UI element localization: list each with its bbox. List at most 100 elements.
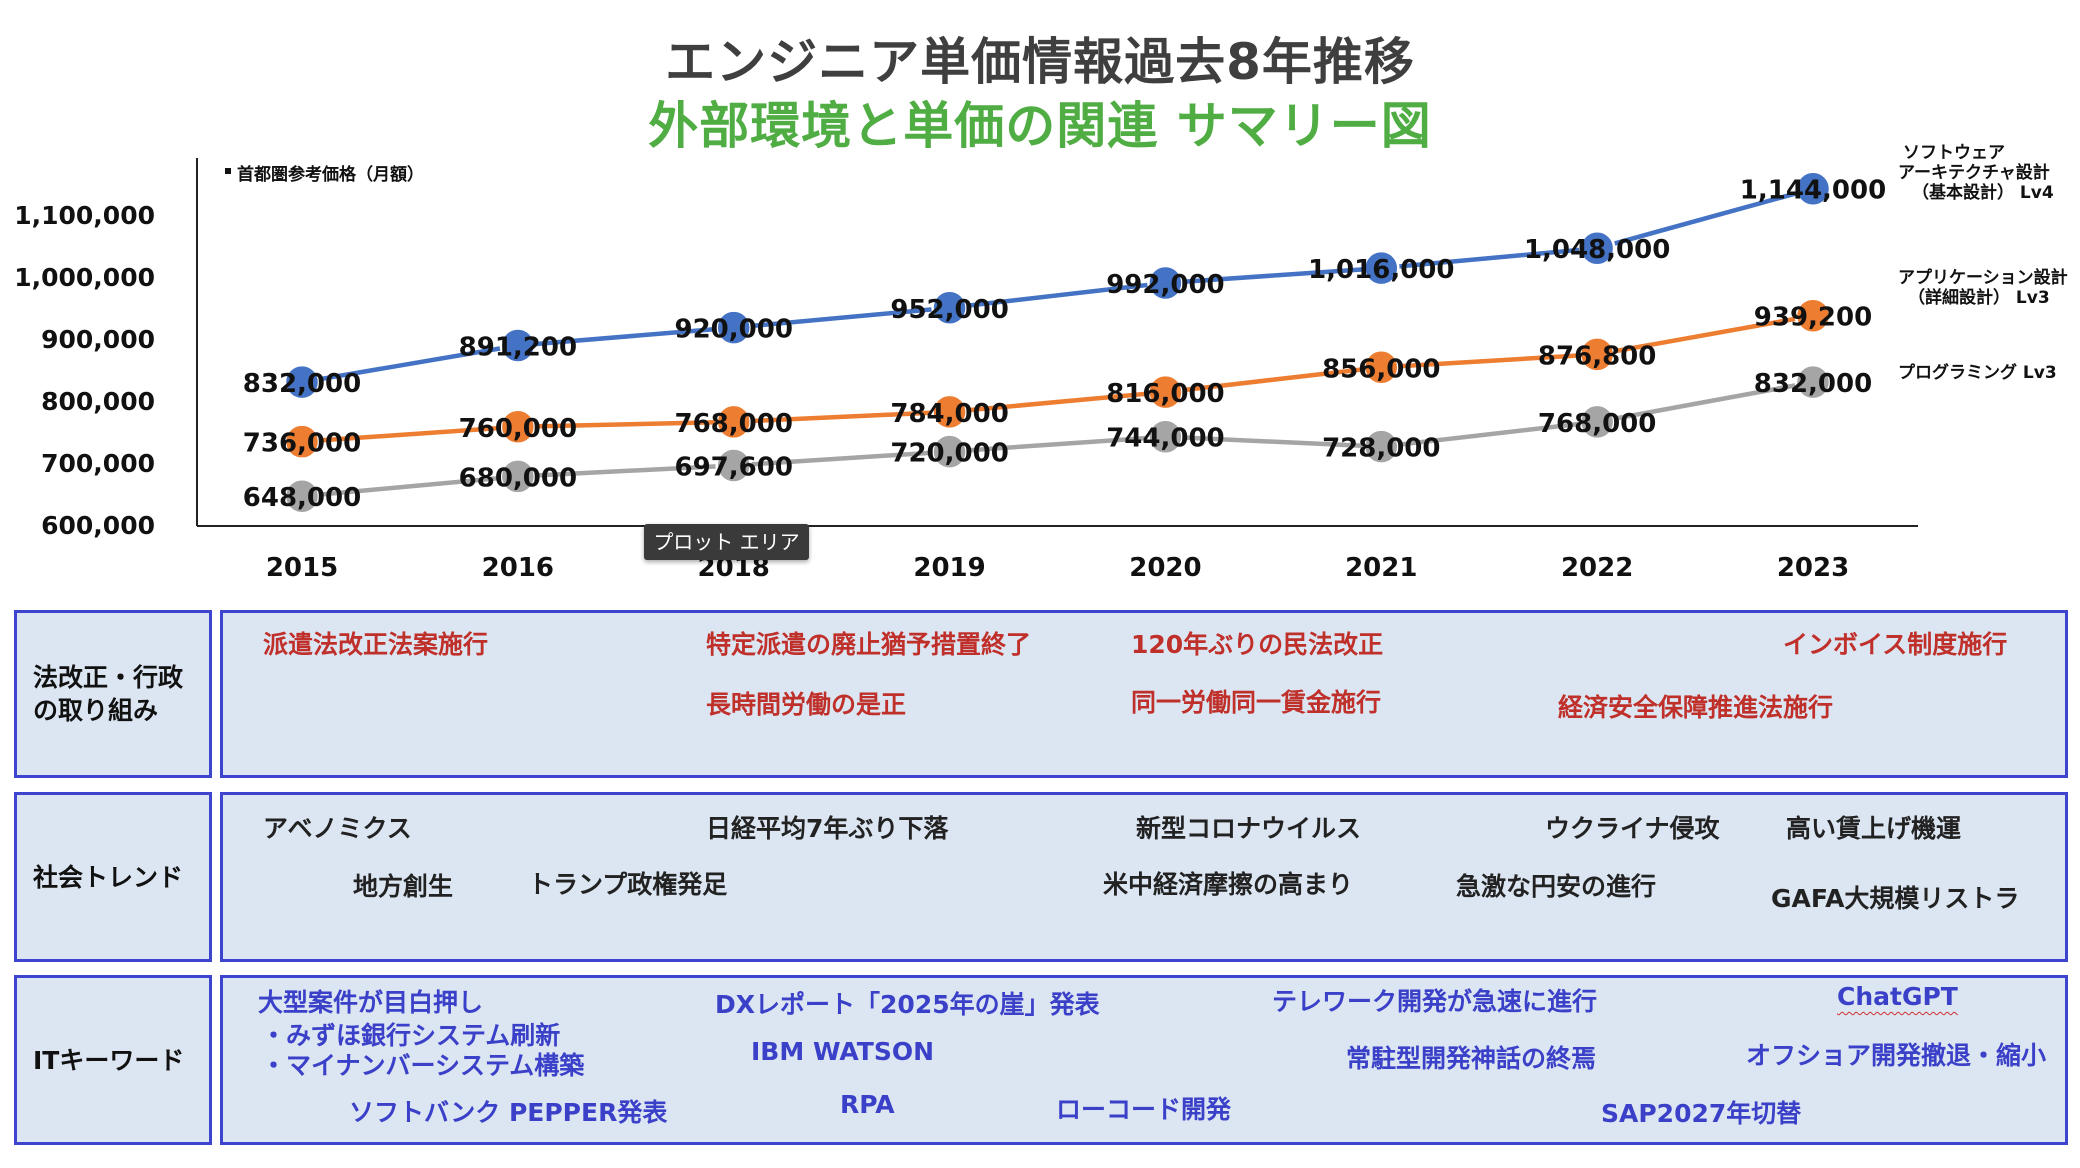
it-item: ・みずほ銀行システム刷新 (261, 1021, 561, 1050)
it-item: ソフトバンク PEPPER発表 (349, 1098, 668, 1127)
data-point (931, 393, 968, 431)
trend-item: トランプ政権発足 (528, 870, 728, 899)
series-line (301, 379, 1814, 499)
it-item: オフショア開発撤退・縮小 (1746, 1041, 2047, 1070)
data-label: 856,000 (1322, 354, 1440, 384)
data-label: 832,000 (1754, 369, 1872, 399)
x-tick-label: 2015 (266, 553, 338, 583)
it-item: RPA (840, 1090, 895, 1119)
x-tick-label: 2020 (1129, 553, 1201, 583)
row-label-it-text: ITキーワード (33, 1045, 185, 1075)
data-label: 784,000 (890, 399, 1008, 429)
law-item: 120年ぶりの民法改正 (1131, 630, 1384, 659)
data-label: 736,000 (243, 429, 361, 459)
data-point (1363, 249, 1400, 287)
trend-item: 高い賃上げ機運 (1786, 814, 1962, 843)
series-name: アーキテクチャ設計 (1898, 162, 2050, 183)
y-tick-label: 600,000 (41, 511, 155, 540)
data-point (1578, 229, 1616, 267)
law-item: 経済安全保障推進法施行 (1558, 693, 1834, 722)
x-tick-label: 2019 (913, 553, 985, 583)
trend-item: 地方創生 (353, 872, 454, 901)
it-item: ChatGPT (1837, 982, 1958, 1011)
it-item: IBM WATSON (751, 1037, 935, 1066)
data-point (1147, 264, 1184, 302)
data-point (1794, 363, 1832, 401)
it-item: ・マイナンバーシステム構築 (261, 1051, 585, 1080)
series-name: アプリケーション設計 (1898, 267, 2068, 288)
trend-item: ウクライナ侵攻 (1545, 814, 1720, 843)
data-label: 728,000 (1322, 434, 1440, 464)
trend-item: 日経平均7年ぶり下落 (706, 814, 949, 843)
data-label: 768,000 (1538, 409, 1656, 439)
series-name: ソフトウェア (1903, 143, 2005, 163)
trend-item: GAFA大規模リストラ (1771, 884, 2020, 913)
y-tick-label: 900,000 (41, 325, 155, 354)
trend-item: 急激な円安の進行 (1456, 872, 1657, 901)
series-name: プログラミング Lv3 (1898, 362, 2057, 383)
series-name: （基本設計） Lv4 (1912, 182, 2054, 203)
page-subtitle: 外部環境と単価の関連 サマリー図 (648, 97, 1432, 155)
data-label: 768,000 (675, 409, 793, 439)
row-label-trend: 社会トレンド (14, 792, 212, 962)
law-item: 長時間労働の是正 (706, 690, 907, 719)
data-label: 816,000 (1106, 379, 1224, 409)
data-label: 832,000 (243, 369, 361, 399)
y-tick-label: 1,000,000 (14, 263, 155, 292)
data-label: 876,800 (1538, 341, 1656, 371)
data-point (1147, 373, 1184, 411)
data-point (1794, 170, 1832, 207)
row-label-law: 法改正・行政 の取り組み (14, 610, 212, 778)
it-item: ローコード開発 (1056, 1095, 1232, 1124)
data-label: 760,000 (459, 414, 577, 444)
trend-item: 米中経済摩擦の高まり (1103, 870, 1354, 899)
data-label: 648,000 (243, 483, 361, 513)
trend-item: アベノミクス (263, 814, 412, 843)
data-point (1147, 418, 1184, 455)
x-tick-label: 2021 (1345, 553, 1417, 583)
data-point (499, 408, 537, 446)
data-label: 992,000 (1106, 270, 1224, 300)
row-box-trend: アベノミクス 日経平均7年ぶり下落 新型コロナウイルス ウクライナ侵攻 高い賃上… (220, 792, 2068, 962)
data-label: 920,000 (675, 315, 793, 345)
data-point (1794, 297, 1832, 334)
y-tick-label: 700,000 (41, 449, 155, 478)
data-label: 1,048,000 (1524, 235, 1670, 265)
law-item: 特定派遣の廃止猶予措置終了 (706, 630, 1032, 659)
data-point (1578, 336, 1616, 373)
data-point (283, 363, 321, 401)
data-point (931, 433, 968, 470)
legend-bullet (225, 168, 231, 174)
law-item: インボイス制度施行 (1783, 630, 2008, 659)
y-tick-label: 800,000 (41, 387, 155, 416)
it-item: 常駐型開発神話の終焉 (1346, 1044, 1597, 1073)
data-label: 952,000 (890, 295, 1008, 325)
page-title: エンジニア単価情報過去8年推移 (665, 33, 1415, 91)
trend-item: 新型コロナウイルス (1136, 814, 1362, 843)
data-label: 1,144,000 (1740, 176, 1886, 206)
row-label-trend-text: 社会トレンド (33, 862, 184, 892)
data-point (499, 458, 537, 495)
data-point (283, 477, 321, 515)
data-point (1578, 403, 1616, 441)
series-line (301, 313, 1814, 444)
data-label: 720,000 (890, 439, 1008, 469)
row-label-it: ITキーワード (14, 975, 212, 1145)
data-point (715, 403, 752, 441)
row-label-law-text: 法改正・行政 の取り組み (33, 663, 184, 725)
data-label: 680,000 (459, 463, 577, 493)
legend-note: 首都圏参考価格（月額） (237, 164, 424, 185)
row-box-it: 大型案件が目白押し ・みずほ銀行システム刷新 ・マイナンバーシステム構築 DXレ… (220, 975, 2068, 1145)
line-chart[interactable]: 600,000 700,000 800,000 900,000 1,000,000 1,1… (0, 0, 2080, 600)
data-label: 891,200 (459, 332, 577, 362)
law-item: 同一労働同一賃金施行 (1131, 688, 1382, 717)
data-point (283, 423, 321, 460)
law-item: 派遣法改正法案施行 (263, 630, 489, 659)
data-point (1363, 428, 1400, 465)
x-tick-label: 2016 (482, 553, 554, 583)
series-name: （詳細設計） Lv3 (1908, 287, 2050, 308)
data-label: 1,016,000 (1308, 255, 1454, 285)
data-point (1363, 349, 1400, 386)
x-tick-label: 2023 (1777, 553, 1849, 583)
it-item: テレワーク開発が急速に進行 (1272, 987, 1598, 1016)
